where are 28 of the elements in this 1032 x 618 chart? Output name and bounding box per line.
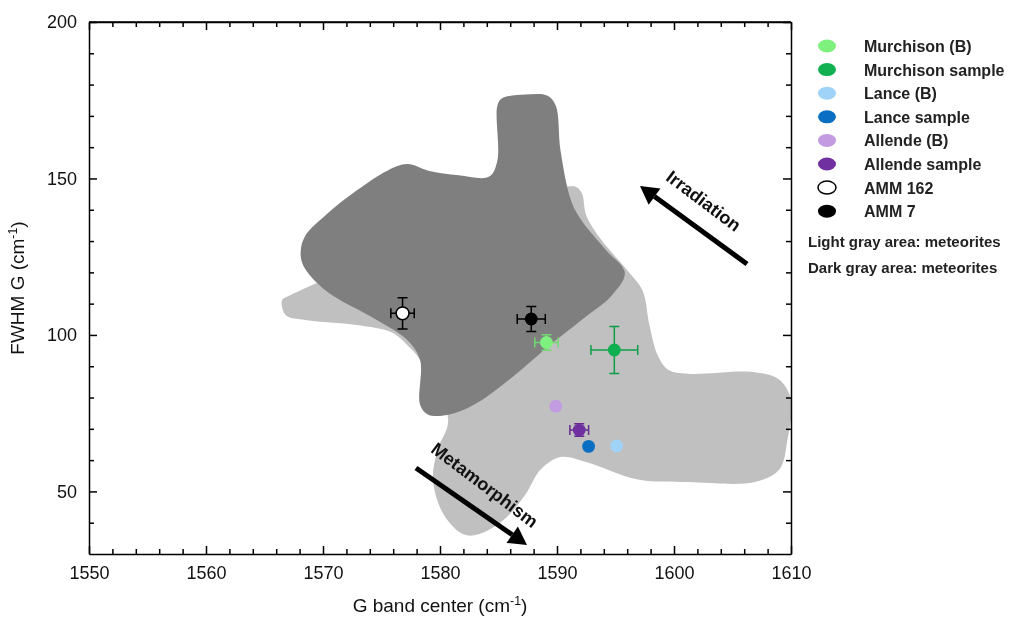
- legend-label: Murchison sample: [864, 61, 1005, 79]
- point: [524, 312, 538, 326]
- y-tick-label: 100: [46, 325, 77, 346]
- y-tick-label: 50: [56, 481, 77, 502]
- legend-label: Lance sample: [864, 108, 970, 126]
- x-tick-label: 1580: [420, 562, 461, 583]
- point: [607, 343, 621, 357]
- legend-label: Murchison (B): [864, 38, 972, 55]
- legend-label: Allende sample: [864, 156, 982, 173]
- y-tick-label: 200: [46, 12, 77, 33]
- legend-label: Lance (B): [864, 85, 937, 103]
- x-tick-label: 1550: [69, 562, 110, 583]
- text: Light gray area: meteorites: [808, 232, 1001, 250]
- y-tick-label: 150: [46, 168, 77, 189]
- x-tick-label: 1610: [771, 562, 812, 583]
- legend-label: Allende (B): [864, 132, 949, 150]
- legend-label: AMM 162: [864, 179, 934, 197]
- point: [610, 439, 624, 453]
- legend-label: AMM 7: [864, 203, 916, 221]
- x-tick-label: 1560: [186, 562, 227, 583]
- x-axis-title: G band center (cm$^{-1}$): [352, 594, 528, 616]
- point: [395, 306, 410, 321]
- x-tick-label: 1590: [537, 562, 578, 583]
- x-tick-label: 1570: [303, 562, 344, 583]
- x-tick-label: 1600: [654, 562, 695, 583]
- text: Dark gray area: meteorites: [808, 258, 998, 276]
- point: [582, 439, 596, 453]
- point: [549, 399, 563, 413]
